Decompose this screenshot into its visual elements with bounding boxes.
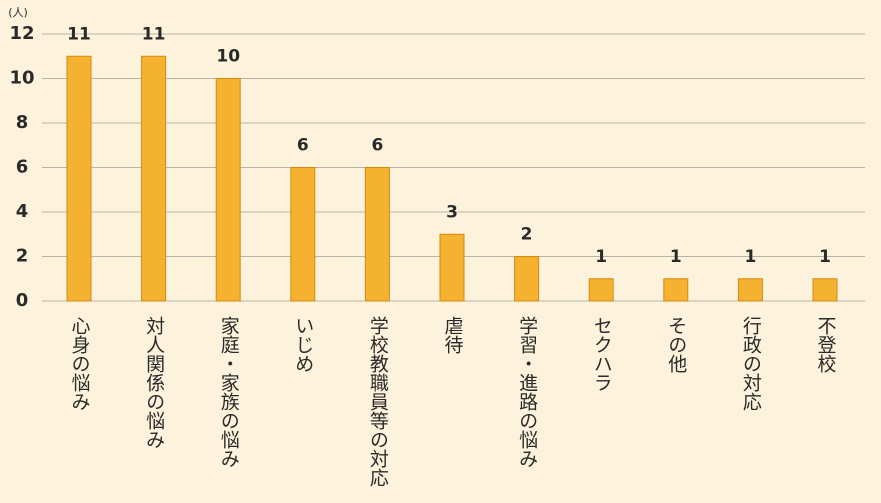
bar: [664, 279, 688, 301]
data-label: 11: [142, 24, 166, 44]
data-label: 1: [595, 247, 607, 267]
bar: [365, 168, 389, 302]
y-tick-label: 0: [16, 290, 29, 311]
data-label: 3: [446, 202, 458, 222]
y-tick-label: 10: [9, 68, 34, 89]
bar: [515, 257, 539, 302]
bar: [67, 56, 91, 301]
x-tick-label: 虐待: [442, 316, 464, 354]
y-tick-label: 4: [16, 201, 29, 222]
bar: [440, 234, 464, 301]
data-label: 1: [670, 247, 682, 267]
bar: [589, 279, 613, 301]
x-tick-label: 学校教職員等の対応: [367, 316, 389, 487]
data-label: 1: [819, 247, 831, 267]
unit-label: (人): [8, 6, 28, 19]
data-label: 6: [371, 136, 383, 156]
y-tick-label: 8: [16, 112, 29, 133]
chart: (人) 02468101211心身の悩み11対人関係の悩み10家庭・家族の悩み6…: [0, 0, 881, 503]
x-tick-label: 家庭・家族の悩み: [218, 316, 240, 468]
y-tick-label: 6: [16, 157, 29, 178]
data-label: 6: [297, 136, 309, 156]
bar: [813, 279, 837, 301]
x-tick-label: 不登校: [815, 316, 837, 373]
x-tick-label: 心身の悩み: [69, 316, 91, 411]
y-tick-label: 2: [16, 246, 29, 267]
x-tick-label: いじめ: [292, 316, 314, 373]
x-tick-label: 学習・進路の悩み: [516, 316, 538, 468]
y-tick-label: 12: [9, 23, 34, 44]
bar: [291, 168, 315, 302]
x-tick-label: その他: [665, 316, 687, 373]
x-tick-label: 対人関係の悩み: [143, 316, 165, 449]
data-label: 1: [744, 247, 756, 267]
data-label: 2: [521, 225, 533, 245]
bar: [142, 56, 166, 301]
data-label: 11: [67, 24, 91, 44]
x-tick-label: セクハラ: [591, 316, 613, 392]
bar: [738, 279, 762, 301]
x-tick-label: 行政の対応: [740, 316, 762, 411]
bar: [216, 79, 240, 302]
data-label: 10: [216, 47, 240, 67]
